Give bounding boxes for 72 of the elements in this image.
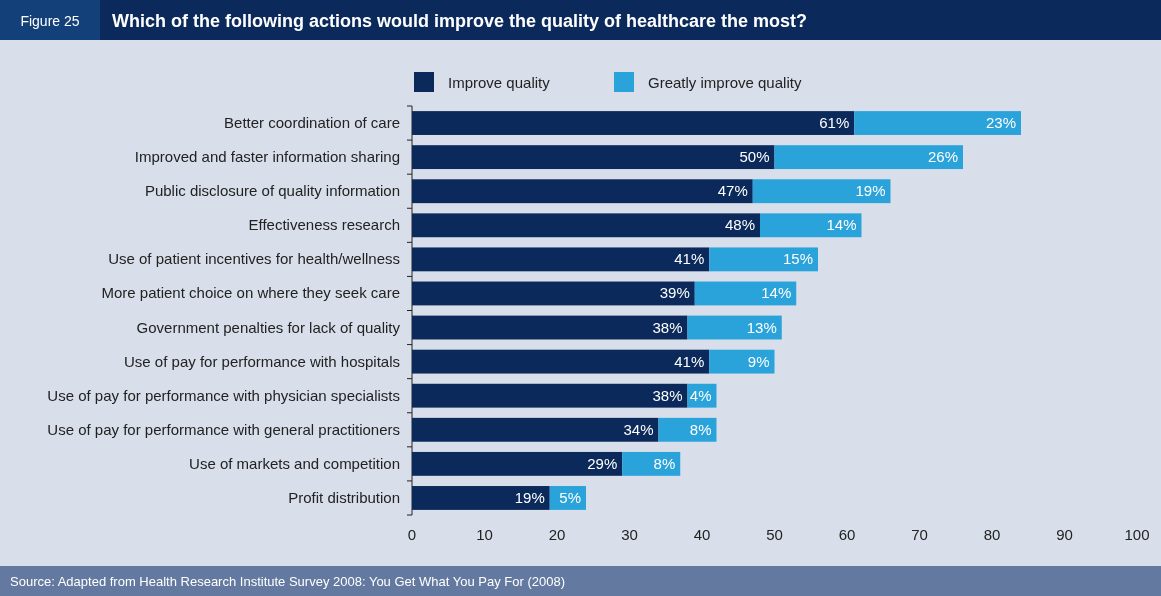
bar <box>760 213 862 238</box>
y-tick-label: Government penalties for lack of quality <box>136 318 401 336</box>
data-label: 19% <box>855 182 886 200</box>
data-label: 19% <box>514 488 545 506</box>
bar <box>412 315 688 340</box>
x-tick-label: 100 <box>1124 526 1150 543</box>
data-label: 38% <box>652 386 683 404</box>
y-tick-label: Use of markets and competition <box>189 454 400 472</box>
data-label: 29% <box>587 454 618 472</box>
bar <box>412 179 753 204</box>
bar <box>412 111 855 135</box>
y-tick-label: Public disclosure of quality information <box>144 182 400 200</box>
bar <box>774 145 963 170</box>
chart-title: Which of the following actions would improve the quality of healthcare the most? <box>112 11 808 31</box>
data-label: 47% <box>717 182 748 200</box>
x-tick-label: 40 <box>693 526 711 543</box>
bar <box>752 179 891 204</box>
bar <box>412 145 775 170</box>
data-label: 61% <box>819 114 850 132</box>
x-tick-label: 30 <box>621 526 638 543</box>
y-tick-label: Profit distribution <box>288 488 400 506</box>
bar <box>622 451 681 476</box>
x-tick-label: 50 <box>766 526 783 543</box>
x-tick-label: 0 <box>407 526 417 543</box>
y-tick-label: More patient choice on where they seek care <box>101 284 400 302</box>
data-label: 9% <box>747 352 770 370</box>
bar <box>412 281 695 306</box>
x-tick-label: 60 <box>838 526 856 543</box>
data-label: 8% <box>653 454 676 472</box>
data-label: 14% <box>826 216 857 234</box>
data-label: 34% <box>623 420 654 438</box>
x-tick-label: 80 <box>983 526 1001 543</box>
y-tick-label: Effectiveness research <box>248 216 400 234</box>
y-tick-label: Improved and faster information sharing <box>134 148 400 166</box>
bar <box>412 247 710 272</box>
y-tick-label: Use of patient incentives for health/wellness <box>108 250 400 268</box>
data-label: 23% <box>985 114 1016 132</box>
source-note: Source: Adapted from Health Research Institute Survey 2008: You Get What You Pay For (2008) <box>10 574 565 589</box>
legend-label: Greatly improve quality <box>648 74 802 91</box>
x-tick-label: 10 <box>476 526 493 543</box>
data-label: 15% <box>782 250 813 268</box>
data-label: 38% <box>652 318 683 336</box>
y-tick-label: Use of pay for performance with physician specialists <box>47 386 400 404</box>
data-label: 5% <box>559 488 581 506</box>
x-tick-label: 90 <box>1056 526 1073 543</box>
data-label: 4% <box>689 386 712 404</box>
caption: Figure 25 <box>20 13 80 29</box>
legend-label: Improve quality <box>448 74 551 91</box>
data-label: 41% <box>674 352 705 370</box>
y-tick-label: Use of pay for performance with hospitals <box>124 352 400 370</box>
data-label: 50% <box>739 148 770 166</box>
bar <box>412 486 550 510</box>
bar <box>709 349 775 374</box>
bar <box>412 451 623 476</box>
data-label: 14% <box>761 284 792 302</box>
bar <box>658 417 717 442</box>
bar <box>412 383 688 408</box>
x-tick-label: 70 <box>911 526 928 543</box>
data-label: 39% <box>659 284 690 302</box>
data-label: 8% <box>689 420 712 438</box>
y-tick-label: Use of pay for performance with general practitioners <box>47 420 400 438</box>
x-tick-label: 20 <box>548 526 566 543</box>
bar <box>412 213 760 238</box>
data-label: 48% <box>724 216 755 234</box>
bar <box>412 417 659 442</box>
data-label: 26% <box>927 148 958 166</box>
data-label: 41% <box>674 250 705 268</box>
bar <box>709 247 818 272</box>
bar <box>854 111 1021 135</box>
data-label: 13% <box>746 318 777 336</box>
y-tick-label: Better coordination of care <box>224 114 400 132</box>
bar <box>412 349 710 374</box>
